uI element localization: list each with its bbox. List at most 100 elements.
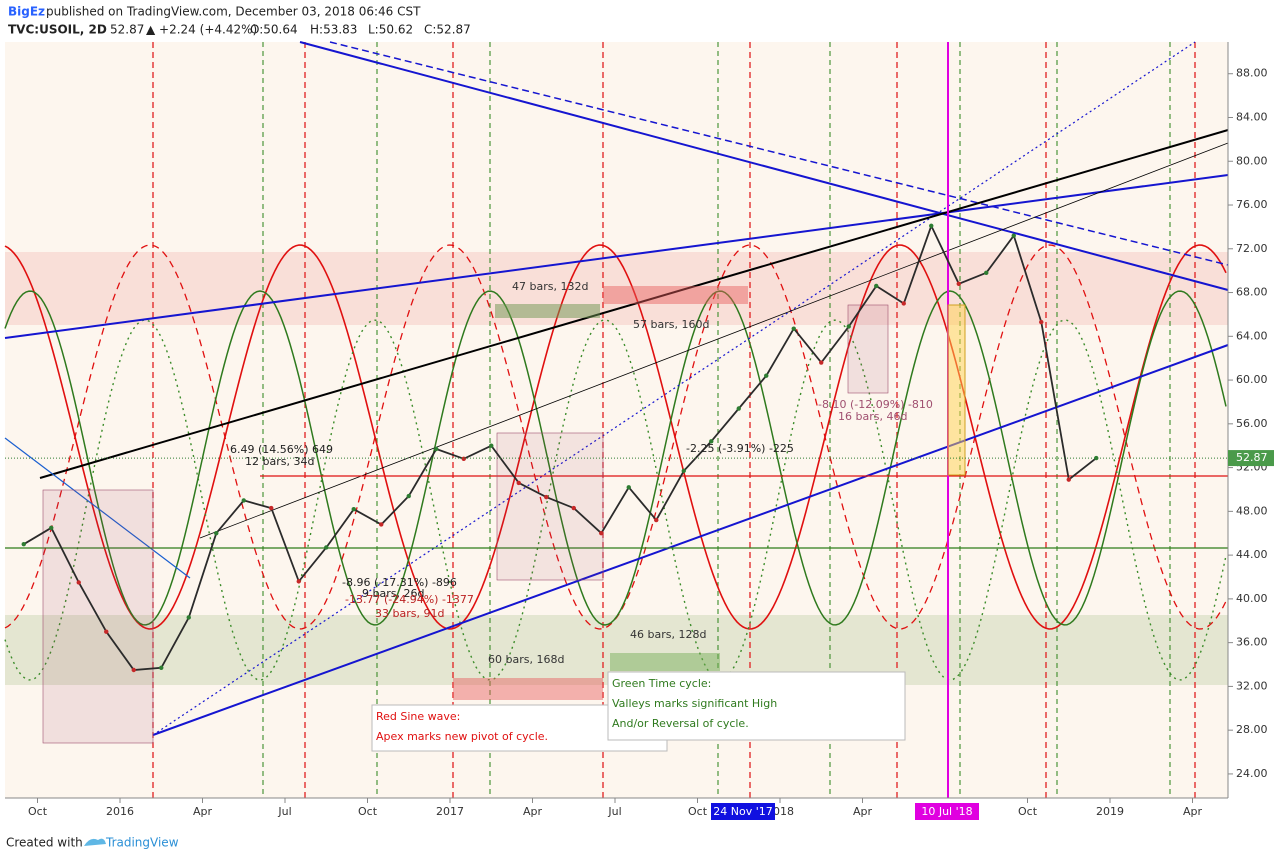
price-point bbox=[1094, 455, 1099, 461]
logo bbox=[84, 838, 106, 846]
price-point bbox=[736, 406, 741, 411]
x-tick-label: Oct bbox=[1018, 805, 1038, 818]
price-point bbox=[571, 505, 576, 511]
price-point bbox=[654, 517, 659, 523]
footer-text: Created with bbox=[6, 836, 83, 850]
published: published on TradingView.com, December 0… bbox=[46, 5, 421, 19]
last: 52.87 bbox=[110, 23, 144, 37]
range-bar bbox=[603, 286, 748, 304]
annotation: 6.49 (14.56%) 649 bbox=[230, 443, 333, 456]
note-text: Apex marks new pivot of cycle. bbox=[376, 730, 548, 743]
annotation: -2.25 (-3.91%) -225 bbox=[686, 442, 794, 455]
sine-wave bbox=[4, 244, 1227, 630]
pink-band bbox=[5, 252, 1228, 325]
annotation: -8.10 (-12.09%) -810 bbox=[818, 398, 933, 411]
last-price-box bbox=[1228, 450, 1274, 467]
note-text: And/or Reversal of cycle. bbox=[612, 717, 749, 730]
x-tick-label: Oct bbox=[688, 805, 708, 818]
price-point bbox=[351, 506, 356, 512]
y-tick-label: 64.00 bbox=[1236, 329, 1268, 342]
trend-line bbox=[152, 41, 1196, 736]
symbol: TVC:USOIL, 2D bbox=[8, 23, 107, 37]
price-point bbox=[681, 468, 686, 474]
x-tick-label: 2019 bbox=[1096, 805, 1124, 818]
note-text: Red Sine wave: bbox=[376, 710, 460, 723]
trend-line bbox=[4, 174, 1229, 339]
x-tick-label: Apr bbox=[193, 805, 213, 818]
y-tick-label: 44.00 bbox=[1236, 548, 1268, 561]
price-point bbox=[599, 531, 604, 536]
x-tick-label: Oct bbox=[358, 805, 378, 818]
trend-line bbox=[299, 41, 1229, 291]
price-point bbox=[1066, 477, 1071, 482]
price-point bbox=[1039, 319, 1044, 325]
x-tick-label: Oct bbox=[28, 805, 48, 818]
x-tick-label: Jul bbox=[277, 805, 291, 818]
ohlc: L:50.62 bbox=[368, 23, 413, 37]
price-point bbox=[626, 485, 631, 490]
trend-line bbox=[329, 41, 1229, 266]
y-tick-label: 48.00 bbox=[1236, 504, 1268, 517]
y-axis-bg bbox=[1228, 42, 1274, 798]
ohlc: O:50.64 bbox=[250, 23, 298, 37]
trend-line bbox=[152, 344, 1229, 736]
y-tick-label: 80.00 bbox=[1236, 154, 1268, 167]
price-point bbox=[544, 494, 549, 500]
measure-box bbox=[947, 304, 966, 476]
date-marker: 10 Jul '18 bbox=[921, 805, 972, 818]
trend-lines bbox=[4, 41, 1229, 798]
price-point bbox=[846, 324, 851, 329]
measure-box bbox=[847, 304, 889, 394]
footer-brand[interactable]: TradingView bbox=[105, 836, 179, 850]
y-tick-label: 84.00 bbox=[1236, 110, 1268, 123]
cycles bbox=[4, 42, 1227, 798]
y-tick-label: 32.00 bbox=[1236, 679, 1268, 692]
sine-wave bbox=[4, 290, 1227, 626]
price-point bbox=[929, 223, 934, 229]
range-bar bbox=[495, 304, 600, 318]
price-point bbox=[764, 373, 769, 378]
price-point bbox=[956, 281, 961, 286]
y-tick-label: 56.00 bbox=[1236, 417, 1268, 430]
price-point bbox=[104, 629, 109, 634]
price-point bbox=[76, 580, 81, 585]
note-box bbox=[607, 671, 906, 741]
range-bar bbox=[610, 653, 720, 671]
note-text: Green Time cycle: bbox=[612, 677, 711, 690]
measure-box bbox=[496, 432, 604, 581]
price-point bbox=[819, 360, 824, 365]
x-tick-label: 2016 bbox=[106, 805, 134, 818]
price-point bbox=[241, 498, 246, 503]
price-point bbox=[21, 541, 26, 547]
x-tick-label: Apr bbox=[1183, 805, 1203, 818]
price-point bbox=[1011, 233, 1016, 238]
y-tick-label: 72.00 bbox=[1236, 242, 1268, 255]
author: BigEz bbox=[8, 5, 45, 19]
price-point bbox=[709, 439, 714, 444]
range-bar bbox=[453, 678, 603, 700]
x-tick-label: Jul bbox=[607, 805, 621, 818]
annotation: -13.77 (-24.94%) -1377 bbox=[345, 593, 474, 606]
price-point bbox=[269, 505, 274, 511]
date-marker-box bbox=[711, 803, 775, 820]
price-point bbox=[186, 615, 191, 620]
annotation: 47 bars, 132d bbox=[512, 280, 588, 293]
y-tick-label: 88.00 bbox=[1236, 67, 1268, 80]
annotation: 16 bars, 46d bbox=[838, 410, 907, 423]
change: ▲ +2.24 (+4.42%) bbox=[146, 23, 257, 37]
annotation: 12 bars, 34d bbox=[245, 455, 314, 468]
series-layer bbox=[21, 223, 1099, 673]
price-point bbox=[874, 283, 879, 289]
note-text: Valleys marks significant High bbox=[612, 697, 777, 710]
price-line bbox=[23, 223, 1097, 671]
price-point bbox=[214, 531, 219, 536]
y-tick-label: 60.00 bbox=[1236, 373, 1268, 386]
date-marker: 24 Nov '17 bbox=[713, 805, 772, 818]
price-point bbox=[791, 326, 796, 331]
last-price-label: 52.87 bbox=[1236, 451, 1268, 464]
annotation: 60 bars, 168d bbox=[488, 653, 564, 666]
price-point bbox=[131, 667, 136, 673]
annotation: -8.96 (-17.31%) -896 bbox=[342, 576, 457, 589]
